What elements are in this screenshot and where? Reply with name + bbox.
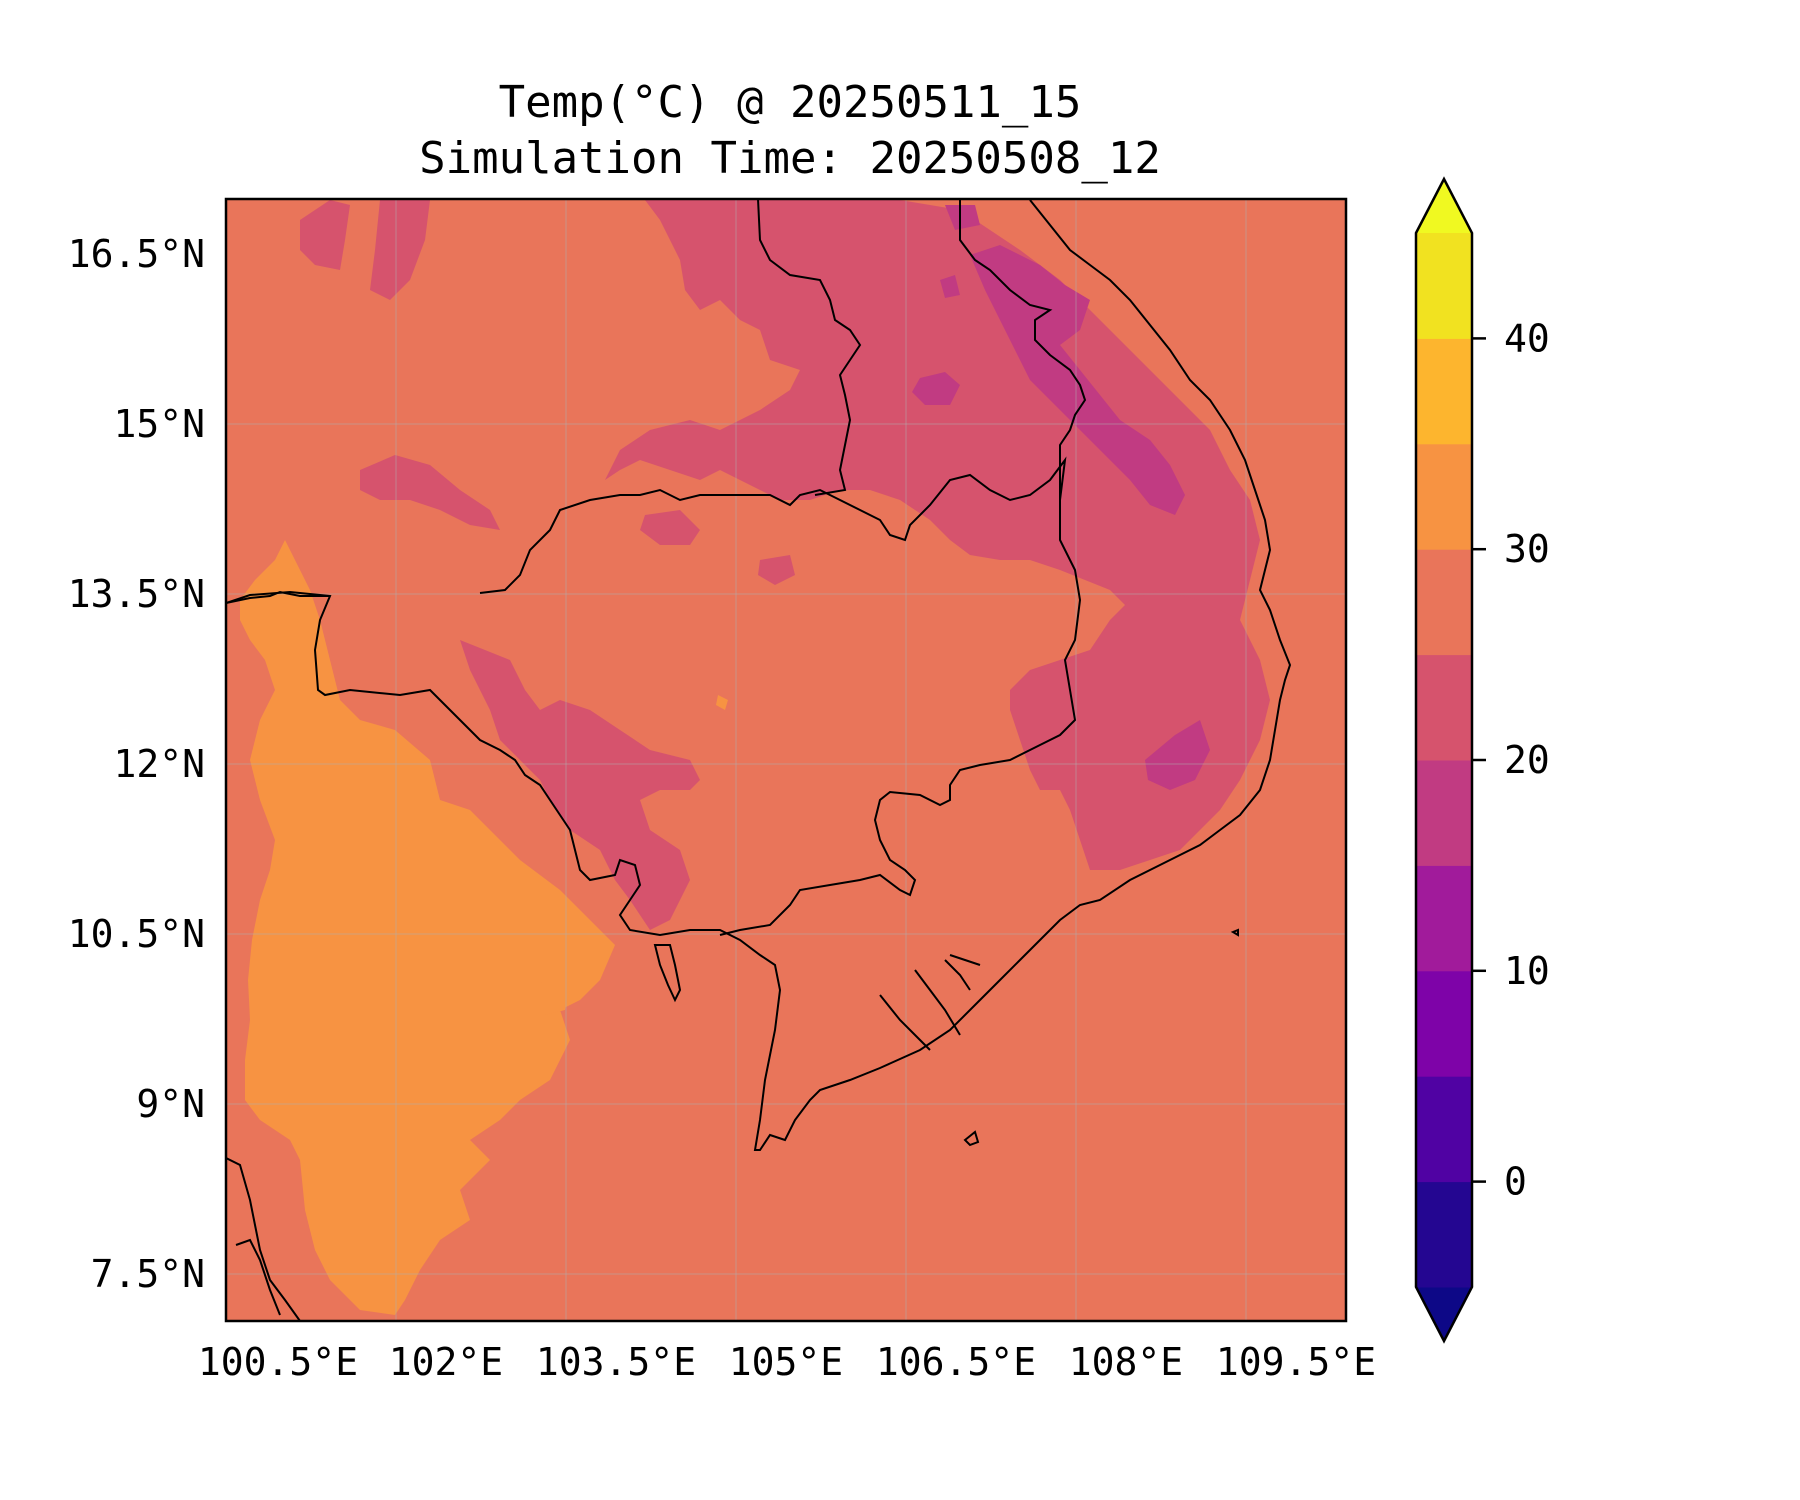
cool-region-west-band	[360, 455, 500, 530]
lon-tick-label: 102°E	[389, 1340, 503, 1384]
lat-tick-label: 10.5°N	[68, 912, 205, 956]
warm-region-dot	[716, 695, 728, 710]
figure-title: Temp(°C) @ 20250511_15	[499, 77, 1082, 128]
cool-region-northwest-2	[370, 200, 430, 300]
island-phu-quoc	[653, 944, 682, 1003]
lat-tick-label: 16.5°N	[68, 232, 205, 276]
colorbar-bin	[1416, 443, 1472, 550]
lon-tick-label: 103.5°E	[536, 1340, 696, 1384]
border-cambodia	[479, 456, 1082, 936]
colorbar-bin	[1416, 549, 1472, 656]
colorbar-bin	[1416, 338, 1472, 445]
colorbar-bin	[1416, 1076, 1472, 1183]
colorbar-bin	[1416, 760, 1472, 866]
colorbar-tick-label: 40	[1504, 316, 1550, 360]
coast-malay-peninsula	[226, 1157, 301, 1321]
cold-region-blob-2	[1145, 720, 1210, 790]
cool-region-small-2	[758, 555, 795, 585]
cool-region-southeast	[1010, 590, 1270, 870]
lon-tick-label: 108°E	[1069, 1340, 1183, 1384]
lon-tick-label: 109.5°E	[1216, 1340, 1376, 1384]
mekong-delta-lines	[879, 954, 981, 1051]
cool-region-northwest-1	[300, 200, 350, 270]
cold-region-blob-3	[945, 205, 980, 230]
coast-southwest-peninsula	[235, 1238, 281, 1316]
colorbar-tick-label: 30	[1504, 527, 1550, 571]
colorbar-bin	[1416, 654, 1472, 761]
island-small-east	[1230, 928, 1239, 937]
colorbar-extend-upper	[1416, 179, 1472, 233]
warm-region-small	[530, 980, 570, 1015]
coastline-thailand-gulf	[226, 199, 1292, 1151]
colorbar-tick-label: 10	[1504, 949, 1550, 993]
colorbar-extend-lower	[1416, 1287, 1472, 1341]
colorbar-tick-label: 0	[1504, 1160, 1527, 1204]
colorbar-tick-label: 20	[1504, 738, 1550, 782]
x-axis-ticks: 100.5°E 102°E 103.5°E 105°E 106.5°E 108°…	[198, 1340, 1376, 1384]
colorbar-bin	[1416, 233, 1472, 339]
map-panel	[226, 199, 1346, 1321]
cool-region-west-cambodia	[460, 640, 700, 930]
lat-tick-label: 7.5°N	[91, 1252, 205, 1296]
gridlines	[226, 199, 1346, 1321]
colorbar-bin	[1416, 970, 1472, 1077]
y-axis-ticks: 16.5°N 15°N 13.5°N 12°N 10.5°N 9°N 7.5°N	[68, 232, 205, 1296]
lon-tick-label: 105°E	[729, 1340, 843, 1384]
lat-tick-label: 9°N	[136, 1082, 205, 1126]
border-thailand-north	[226, 590, 330, 604]
lat-tick-label: 15°N	[113, 402, 205, 446]
colorbar-bin	[1416, 865, 1472, 972]
map-frame	[224, 197, 1348, 1323]
island-con-dao	[963, 1130, 980, 1147]
figure-subtitle: Simulation Time: 20250508_12	[419, 133, 1161, 184]
lon-tick-label: 100.5°E	[198, 1340, 358, 1384]
cold-region-blob-1	[912, 372, 960, 405]
colorbar-outline	[1414, 176, 1474, 1344]
border-laos-vietnam	[757, 199, 862, 496]
cool-region-small-1	[640, 510, 700, 545]
lat-tick-label: 13.5°N	[68, 572, 205, 616]
colorbar-bin	[1416, 1181, 1472, 1288]
lon-tick-label: 106.5°E	[876, 1340, 1036, 1384]
colorbar: 40 30 20 10 0	[1414, 176, 1550, 1344]
cool-region-north-central	[605, 200, 1260, 660]
cold-region-blob-4	[940, 275, 960, 298]
coastlines-borders	[226, 199, 1292, 1321]
border-laos-east	[959, 199, 1087, 500]
lat-tick-label: 12°N	[113, 742, 205, 786]
warm-region-gulf	[240, 540, 615, 1315]
